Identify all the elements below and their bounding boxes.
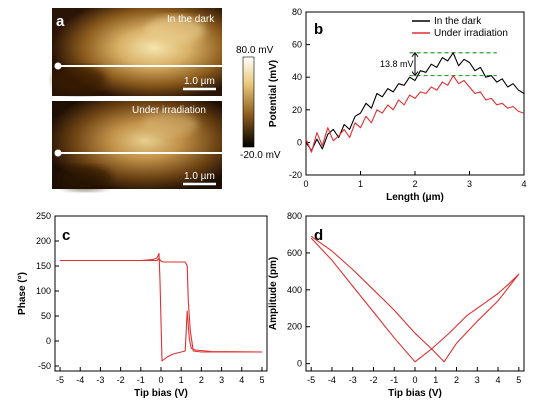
y-tick-label: 250 (36, 211, 51, 221)
y-tick-label: 60 (292, 40, 302, 50)
panel-letter-c: c (62, 227, 70, 244)
y-tick-label: 200 (287, 322, 302, 332)
y-tick-label: 150 (36, 261, 51, 271)
x-tick-label: 0 (303, 179, 308, 189)
x-tick-label: 3 (467, 179, 472, 189)
series-line-c (60, 252, 263, 362)
label-under-irradiation: Under irradiation (132, 105, 206, 116)
x-tick-label: 4 (521, 179, 526, 189)
x-tick-label: 1 (358, 179, 363, 189)
legend-entry: In the dark (434, 16, 482, 27)
y-axis-label: Phase (°) (17, 272, 28, 315)
y-axis-label: Potential (mV) (268, 60, 279, 127)
panel-a-kpfm-images: 1.0 µm In the dark a 1.0 µm Under irradi… (52, 8, 281, 190)
scalebar-label-bottom: 1.0 µm (184, 171, 215, 182)
x-tick-label: 1 (433, 375, 438, 385)
x-tick-label: 5 (259, 375, 264, 385)
colorbar: 80.0 mV -20.0 mV (236, 45, 281, 161)
x-tick-label: 3 (219, 375, 224, 385)
plot-frame (305, 215, 525, 372)
y-tick-label: 200 (36, 236, 51, 246)
chart-c-phase-loop: -5 -4 -3 -2 -1 0 1 2 3 4 5 -50 0 50 100 150 200 250 Tip bi… (17, 211, 268, 399)
afm-image-irradiation: 1.0 µm Under irradiation (52, 101, 222, 190)
x-tick-label: -1 (390, 375, 398, 385)
y-tick-label: 0 (46, 336, 51, 346)
annotation-label: 13.8 mV (380, 59, 414, 69)
annotation-arrowhead-up (411, 51, 419, 58)
y-tick-label: 800 (287, 211, 302, 221)
chart-d-amplitude-loop: -5 -4 -3 -2 -1 0 1 2 3 4 5 0 200 400 600 800 Tip bias (V… (268, 211, 525, 399)
x-tick-label: -3 (349, 375, 357, 385)
y-tick-label: 80 (292, 7, 302, 17)
y-tick-label: 400 (287, 285, 302, 295)
x-tick-label: -5 (56, 375, 64, 385)
x-tick-label: -2 (369, 375, 377, 385)
x-axis-label: Tip bias (V) (388, 388, 442, 399)
x-tick-label: -4 (328, 375, 336, 385)
x-tick-label: 0 (158, 375, 163, 385)
plot-frame (54, 215, 268, 372)
series-line-in-the-dark (305, 52, 525, 152)
line-start-marker-top (54, 62, 62, 70)
x-tick-label: 1 (179, 375, 184, 385)
x-tick-label: 2 (412, 179, 417, 189)
line-start-marker-bottom (54, 149, 62, 157)
x-tick-label: -4 (76, 375, 84, 385)
x-tick-label: 2 (199, 375, 204, 385)
x-axis-label: Tip bias (V) (134, 388, 188, 399)
panel-letter-d: d (314, 227, 323, 244)
y-tick-label: 600 (287, 248, 302, 258)
y-tick-label: 0 (297, 359, 302, 369)
scalebar-label-top: 1.0 µm (184, 76, 215, 87)
x-tick-label: -3 (96, 375, 104, 385)
x-tick-label: 3 (475, 375, 480, 385)
y-tick-label: 40 (292, 72, 302, 82)
x-tick-label: -5 (307, 375, 315, 385)
x-tick-label: -2 (117, 375, 125, 385)
x-tick-label: 4 (496, 375, 501, 385)
x-tick-label: 0 (412, 375, 417, 385)
afm-image-dark: 1.0 µm In the dark a (52, 8, 222, 96)
y-tick-label: -50 (38, 361, 51, 371)
y-axis-label: Amplitude (pm) (268, 257, 279, 330)
annotation-arrowhead-down (411, 71, 419, 77)
legend-entry: Under irradiation (434, 28, 508, 39)
x-tick-label: 2 (454, 375, 459, 385)
x-tick-label: 4 (239, 375, 244, 385)
x-tick-label: 5 (516, 375, 521, 385)
x-tick-label: -1 (137, 375, 145, 385)
series-line-under-irradiation (305, 75, 525, 153)
y-tick-label: 50 (41, 311, 51, 321)
y-tick-label: 20 (292, 105, 302, 115)
y-tick-label: -20 (289, 170, 302, 180)
colorbar-max-label: 80.0 mV (236, 45, 274, 56)
x-axis-label: Length (μm) (386, 192, 444, 203)
y-tick-label: 100 (36, 286, 51, 296)
panel-letter-b: b (314, 21, 323, 38)
y-tick-label: 0 (297, 137, 302, 147)
series-line-d (310, 235, 520, 363)
label-in-the-dark: In the dark (167, 14, 215, 25)
colorbar-min-label: -20.0 mV (240, 150, 281, 161)
panel-letter-a: a (56, 13, 65, 30)
